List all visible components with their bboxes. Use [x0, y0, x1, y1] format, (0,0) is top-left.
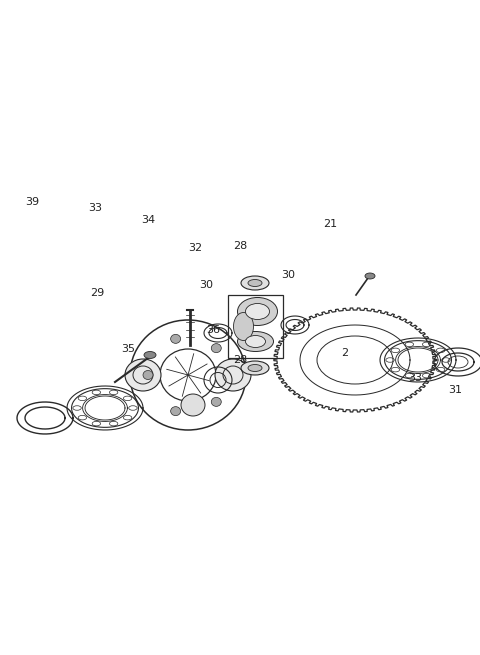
Ellipse shape [211, 344, 221, 352]
Ellipse shape [248, 280, 262, 286]
Ellipse shape [245, 303, 269, 320]
Ellipse shape [365, 273, 375, 279]
Text: 36: 36 [206, 325, 220, 335]
Ellipse shape [143, 371, 153, 379]
Ellipse shape [170, 407, 180, 416]
Ellipse shape [144, 352, 156, 358]
Ellipse shape [241, 276, 269, 290]
Text: 29: 29 [90, 288, 104, 298]
Text: 35: 35 [121, 344, 135, 354]
Ellipse shape [241, 361, 269, 375]
Text: 30: 30 [199, 280, 213, 290]
Text: 28: 28 [233, 241, 247, 251]
Bar [228, 295, 283, 358]
Text: 34: 34 [141, 215, 155, 225]
Ellipse shape [233, 312, 253, 341]
Ellipse shape [215, 359, 251, 391]
Text: 31: 31 [448, 385, 462, 395]
Text: 30: 30 [281, 270, 295, 280]
Text: 33: 33 [408, 373, 422, 383]
Text: 32: 32 [188, 243, 202, 253]
Text: 33: 33 [88, 203, 102, 213]
Text: 2: 2 [341, 348, 348, 358]
Ellipse shape [238, 297, 277, 326]
Ellipse shape [125, 359, 161, 391]
Ellipse shape [181, 394, 205, 416]
Ellipse shape [245, 335, 265, 348]
Text: 21: 21 [323, 219, 337, 229]
Ellipse shape [170, 334, 180, 343]
Text: 39: 39 [25, 197, 39, 207]
Ellipse shape [248, 364, 262, 371]
Text: 28: 28 [233, 355, 247, 365]
Ellipse shape [211, 398, 221, 406]
Ellipse shape [238, 331, 274, 352]
